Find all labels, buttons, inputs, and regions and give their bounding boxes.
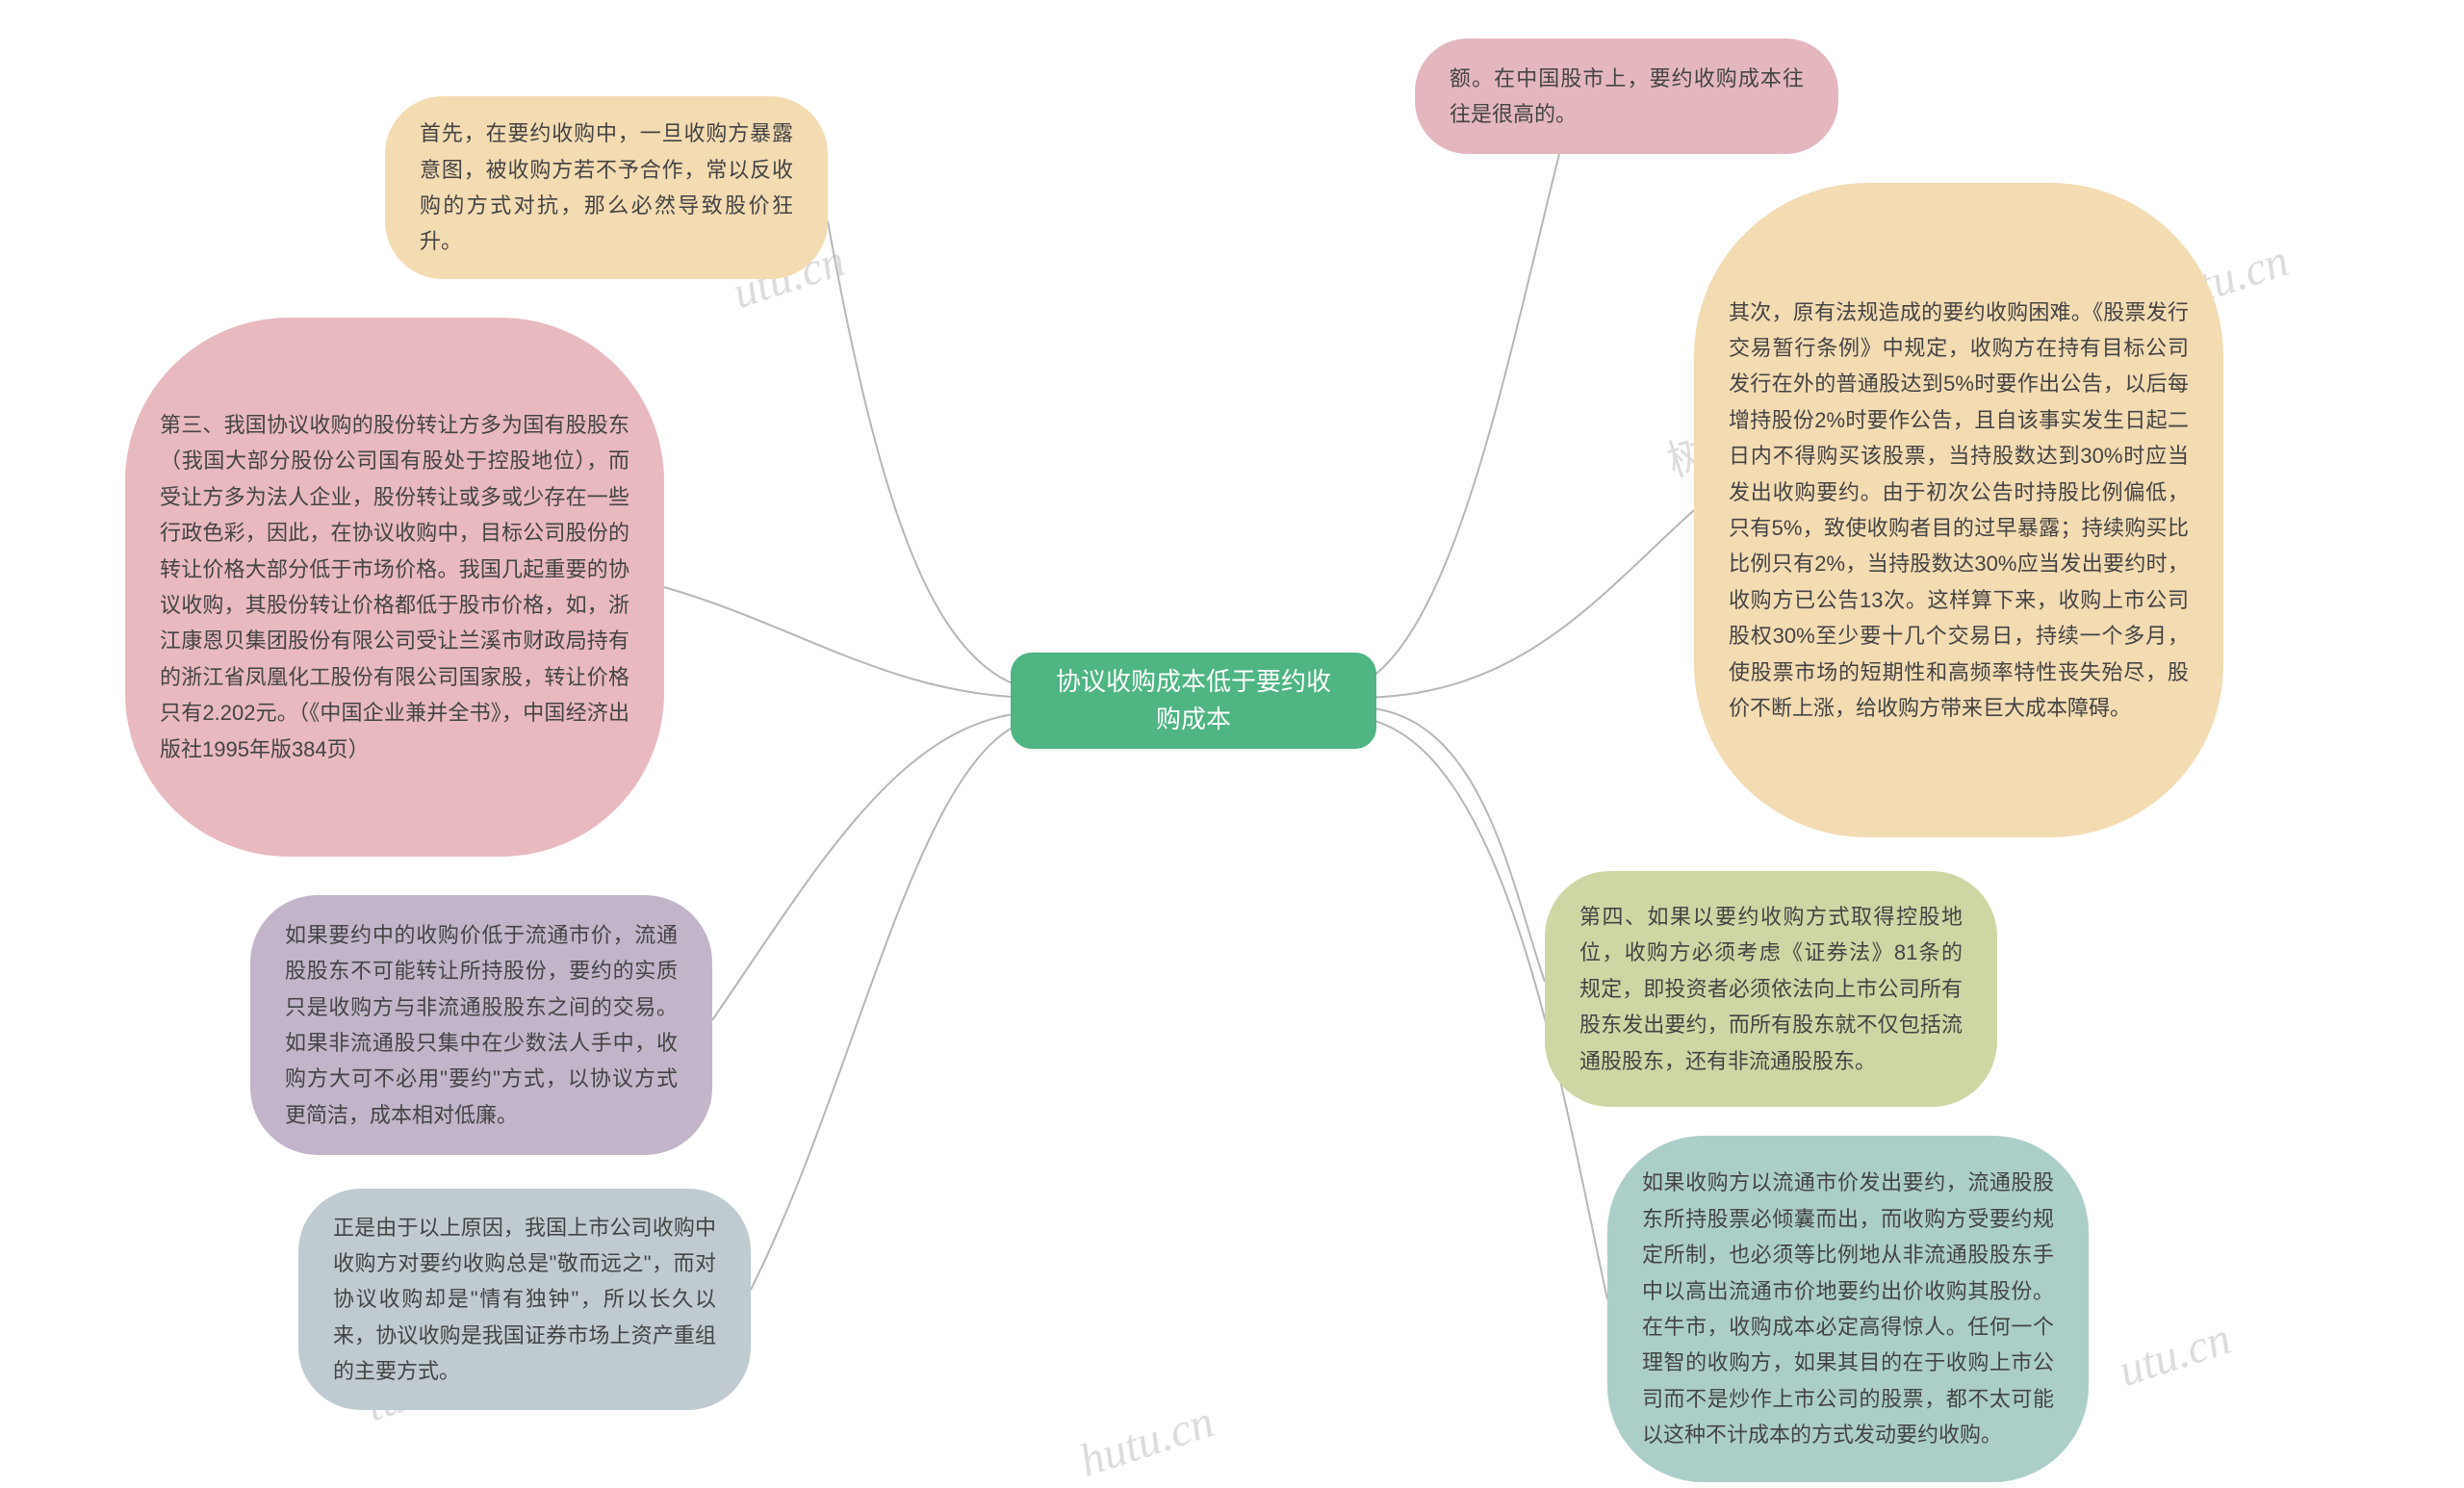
- node-text: 首先，在要约收购中，一旦收购方暴露意图，被收购方若不予合作，常以反收购的方式对抗…: [420, 115, 793, 260]
- mindmap-node-n3: 如果要约中的收购价低于流通市价，流通股股东不可能转让所持股份，要约的实质只是收购…: [250, 895, 712, 1155]
- mindmap-node-n4: 正是由于以上原因，我国上市公司收购中收购方对要约收购总是"敬而远之"，而对协议收…: [298, 1189, 751, 1410]
- mindmap-node-n8: 如果收购方以流通市价发出要约，流通股股东所持股票必倾囊而出，而收购方受要约规定所…: [1607, 1136, 2089, 1482]
- center-node-text: 协议收购成本低于要约收 购成本: [1056, 663, 1331, 738]
- node-text: 如果收购方以流通市价发出要约，流通股股东所持股票必倾囊而出，而收购方受要约规定所…: [1642, 1165, 2054, 1452]
- node-text: 其次，原有法规造成的要约收购困难。《股票发行交易暂行条例》中规定，收购方在持有目…: [1729, 295, 2189, 727]
- center-node: 协议收购成本低于要约收 购成本: [1011, 653, 1376, 749]
- node-text: 第三、我国协议收购的股份转让方多为国有股股东（我国大部分股份公司国有股处于控股地…: [160, 407, 629, 767]
- node-text: 如果要约中的收购价低于流通市价，流通股股东不可能转让所持股份，要约的实质只是收购…: [285, 917, 678, 1133]
- mindmap-node-n6: 其次，原有法规造成的要约收购困难。《股票发行交易暂行条例》中规定，收购方在持有目…: [1694, 183, 2223, 837]
- node-text: 额。在中国股市上，要约收购成本往往是很高的。: [1450, 61, 1804, 133]
- mindmap-node-n2: 第三、我国协议收购的股份转让方多为国有股股东（我国大部分股份公司国有股处于控股地…: [125, 318, 664, 857]
- mindmap-node-n7: 第四、如果以要约收购方式取得控股地位，收购方必须考虑《证券法》81条的规定，即投…: [1545, 871, 1997, 1107]
- mindmap-node-n1: 首先，在要约收购中，一旦收购方暴露意图，被收购方若不予合作，常以反收购的方式对抗…: [385, 96, 828, 279]
- node-text: 正是由于以上原因，我国上市公司收购中收购方对要约收购总是"敬而远之"，而对协议收…: [333, 1210, 716, 1390]
- mindmap-node-n5: 额。在中国股市上，要约收购成本往往是很高的。: [1415, 38, 1838, 154]
- node-text: 第四、如果以要约收购方式取得控股地位，收购方必须考虑《证券法》81条的规定，即投…: [1579, 899, 1963, 1079]
